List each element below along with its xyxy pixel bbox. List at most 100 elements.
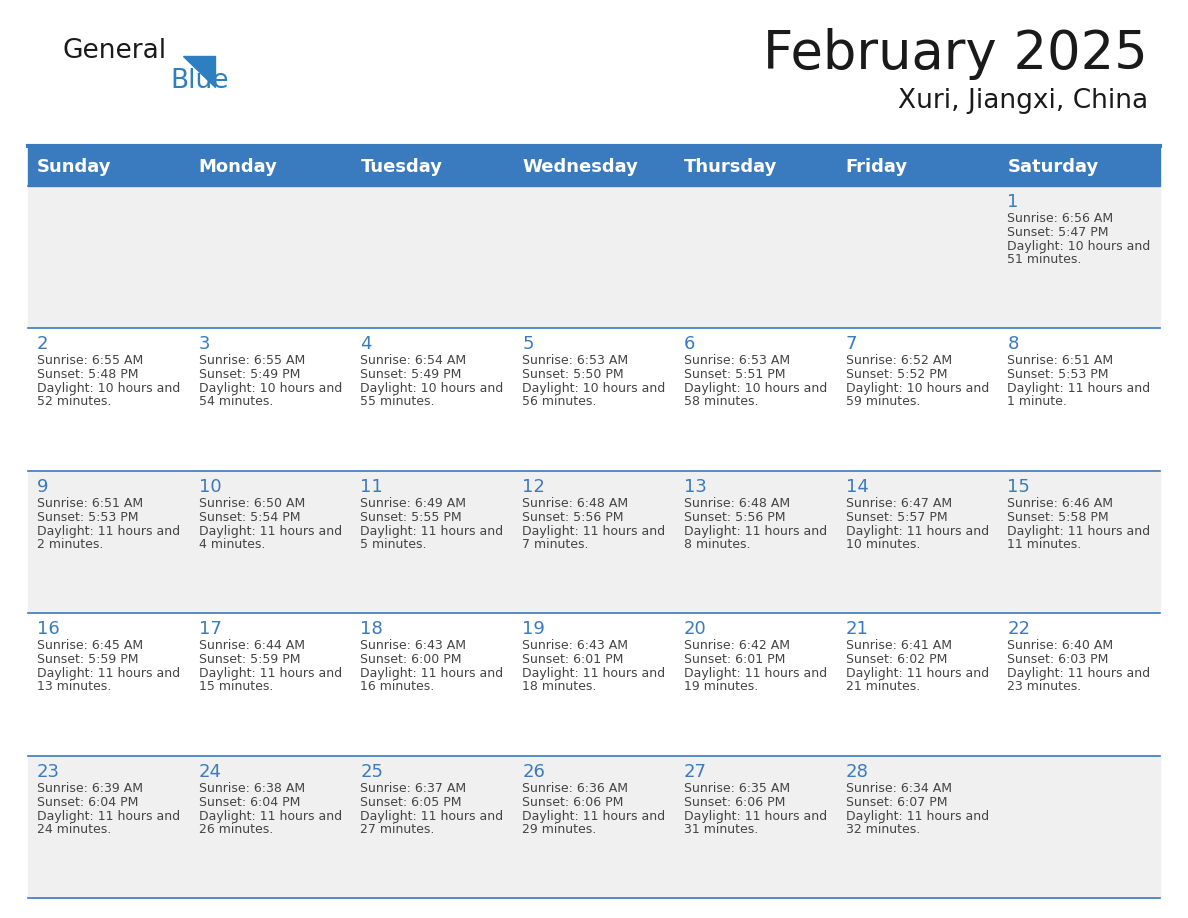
Text: Daylight: 10 hours and: Daylight: 10 hours and <box>198 383 342 396</box>
Text: Sunset: 5:49 PM: Sunset: 5:49 PM <box>360 368 462 381</box>
Text: 27: 27 <box>684 763 707 780</box>
Text: Sunrise: 6:36 AM: Sunrise: 6:36 AM <box>523 781 628 795</box>
Bar <box>29 613 1159 756</box>
Text: Sunday: Sunday <box>37 158 112 176</box>
Text: 27 minutes.: 27 minutes. <box>360 823 435 835</box>
Polygon shape <box>183 56 215 87</box>
Text: 14: 14 <box>846 477 868 496</box>
Text: 11: 11 <box>360 477 384 496</box>
Text: Daylight: 10 hours and: Daylight: 10 hours and <box>846 383 988 396</box>
Text: 9: 9 <box>37 477 49 496</box>
Text: 32 minutes.: 32 minutes. <box>846 823 920 835</box>
Text: Daylight: 11 hours and: Daylight: 11 hours and <box>1007 667 1150 680</box>
Text: Sunrise: 6:48 AM: Sunrise: 6:48 AM <box>523 497 628 509</box>
Text: Sunrise: 6:53 AM: Sunrise: 6:53 AM <box>523 354 628 367</box>
Text: Daylight: 11 hours and: Daylight: 11 hours and <box>360 525 504 538</box>
Text: Daylight: 10 hours and: Daylight: 10 hours and <box>1007 240 1150 253</box>
Text: Daylight: 11 hours and: Daylight: 11 hours and <box>523 667 665 680</box>
Text: 2: 2 <box>37 335 49 353</box>
Text: 5 minutes.: 5 minutes. <box>360 538 426 551</box>
Text: 4 minutes.: 4 minutes. <box>198 538 265 551</box>
Bar <box>29 148 1159 186</box>
Text: Sunrise: 6:47 AM: Sunrise: 6:47 AM <box>846 497 952 509</box>
Text: Xuri, Jiangxi, China: Xuri, Jiangxi, China <box>898 88 1148 114</box>
Text: General: General <box>62 38 166 64</box>
Bar <box>29 329 1159 471</box>
Text: Daylight: 11 hours and: Daylight: 11 hours and <box>198 667 342 680</box>
Text: Sunrise: 6:44 AM: Sunrise: 6:44 AM <box>198 639 304 652</box>
Text: 26 minutes.: 26 minutes. <box>198 823 273 835</box>
Text: 8: 8 <box>1007 335 1018 353</box>
Text: Sunrise: 6:42 AM: Sunrise: 6:42 AM <box>684 639 790 652</box>
Text: Sunset: 6:02 PM: Sunset: 6:02 PM <box>846 654 947 666</box>
Text: Sunset: 5:53 PM: Sunset: 5:53 PM <box>1007 368 1108 381</box>
Text: Sunrise: 6:40 AM: Sunrise: 6:40 AM <box>1007 639 1113 652</box>
Text: Sunset: 6:07 PM: Sunset: 6:07 PM <box>846 796 947 809</box>
Text: Tuesday: Tuesday <box>360 158 442 176</box>
Text: Sunset: 6:05 PM: Sunset: 6:05 PM <box>360 796 462 809</box>
Text: Thursday: Thursday <box>684 158 777 176</box>
Text: Sunset: 5:55 PM: Sunset: 5:55 PM <box>360 510 462 524</box>
Text: 16: 16 <box>37 621 59 638</box>
Text: Sunrise: 6:51 AM: Sunrise: 6:51 AM <box>37 497 143 509</box>
Text: 10: 10 <box>198 477 221 496</box>
Text: 8 minutes.: 8 minutes. <box>684 538 751 551</box>
Text: 7: 7 <box>846 335 857 353</box>
Text: 13 minutes.: 13 minutes. <box>37 680 112 693</box>
Text: 16 minutes.: 16 minutes. <box>360 680 435 693</box>
Text: Sunrise: 6:45 AM: Sunrise: 6:45 AM <box>37 639 143 652</box>
Text: Daylight: 11 hours and: Daylight: 11 hours and <box>37 810 181 823</box>
Text: Wednesday: Wednesday <box>523 158 638 176</box>
Text: 5: 5 <box>523 335 533 353</box>
Text: Sunset: 6:06 PM: Sunset: 6:06 PM <box>684 796 785 809</box>
Text: Daylight: 11 hours and: Daylight: 11 hours and <box>198 525 342 538</box>
Text: Sunset: 6:00 PM: Sunset: 6:00 PM <box>360 654 462 666</box>
Text: Sunrise: 6:52 AM: Sunrise: 6:52 AM <box>846 354 952 367</box>
Text: Sunset: 5:53 PM: Sunset: 5:53 PM <box>37 510 139 524</box>
Text: Daylight: 10 hours and: Daylight: 10 hours and <box>684 383 827 396</box>
Text: 4: 4 <box>360 335 372 353</box>
Text: Sunset: 6:04 PM: Sunset: 6:04 PM <box>37 796 138 809</box>
Text: Daylight: 11 hours and: Daylight: 11 hours and <box>37 667 181 680</box>
Text: 12: 12 <box>523 477 545 496</box>
Text: Sunrise: 6:49 AM: Sunrise: 6:49 AM <box>360 497 467 509</box>
Text: Sunrise: 6:35 AM: Sunrise: 6:35 AM <box>684 781 790 795</box>
Text: 17: 17 <box>198 621 222 638</box>
Text: Sunrise: 6:43 AM: Sunrise: 6:43 AM <box>523 639 628 652</box>
Text: Sunset: 5:57 PM: Sunset: 5:57 PM <box>846 510 947 524</box>
Text: Sunset: 6:03 PM: Sunset: 6:03 PM <box>1007 654 1108 666</box>
Text: 25: 25 <box>360 763 384 780</box>
Text: 59 minutes.: 59 minutes. <box>846 396 920 409</box>
Text: Daylight: 11 hours and: Daylight: 11 hours and <box>360 667 504 680</box>
Text: Sunset: 5:49 PM: Sunset: 5:49 PM <box>198 368 301 381</box>
Text: Sunset: 5:51 PM: Sunset: 5:51 PM <box>684 368 785 381</box>
Text: 31 minutes.: 31 minutes. <box>684 823 758 835</box>
Text: 29 minutes.: 29 minutes. <box>523 823 596 835</box>
Bar <box>29 756 1159 898</box>
Text: Daylight: 11 hours and: Daylight: 11 hours and <box>846 810 988 823</box>
Text: Daylight: 11 hours and: Daylight: 11 hours and <box>360 810 504 823</box>
Text: 24 minutes.: 24 minutes. <box>37 823 112 835</box>
Text: Daylight: 11 hours and: Daylight: 11 hours and <box>846 525 988 538</box>
Text: Daylight: 11 hours and: Daylight: 11 hours and <box>198 810 342 823</box>
Text: 23: 23 <box>37 763 61 780</box>
Text: Daylight: 11 hours and: Daylight: 11 hours and <box>684 810 827 823</box>
Text: Daylight: 11 hours and: Daylight: 11 hours and <box>846 667 988 680</box>
Text: 20: 20 <box>684 621 707 638</box>
Text: Sunset: 5:54 PM: Sunset: 5:54 PM <box>198 510 301 524</box>
Text: Sunrise: 6:54 AM: Sunrise: 6:54 AM <box>360 354 467 367</box>
Text: Sunset: 5:48 PM: Sunset: 5:48 PM <box>37 368 139 381</box>
Text: Daylight: 11 hours and: Daylight: 11 hours and <box>684 525 827 538</box>
Text: Monday: Monday <box>198 158 278 176</box>
Text: 21 minutes.: 21 minutes. <box>846 680 920 693</box>
Text: Sunrise: 6:50 AM: Sunrise: 6:50 AM <box>198 497 305 509</box>
Text: Friday: Friday <box>846 158 908 176</box>
Text: Sunrise: 6:39 AM: Sunrise: 6:39 AM <box>37 781 143 795</box>
Text: Daylight: 11 hours and: Daylight: 11 hours and <box>523 525 665 538</box>
Text: 3: 3 <box>198 335 210 353</box>
Text: Saturday: Saturday <box>1007 158 1099 176</box>
Text: Sunset: 5:52 PM: Sunset: 5:52 PM <box>846 368 947 381</box>
Text: Sunset: 5:58 PM: Sunset: 5:58 PM <box>1007 510 1108 524</box>
Text: Sunset: 5:56 PM: Sunset: 5:56 PM <box>684 510 785 524</box>
Text: Daylight: 11 hours and: Daylight: 11 hours and <box>37 525 181 538</box>
